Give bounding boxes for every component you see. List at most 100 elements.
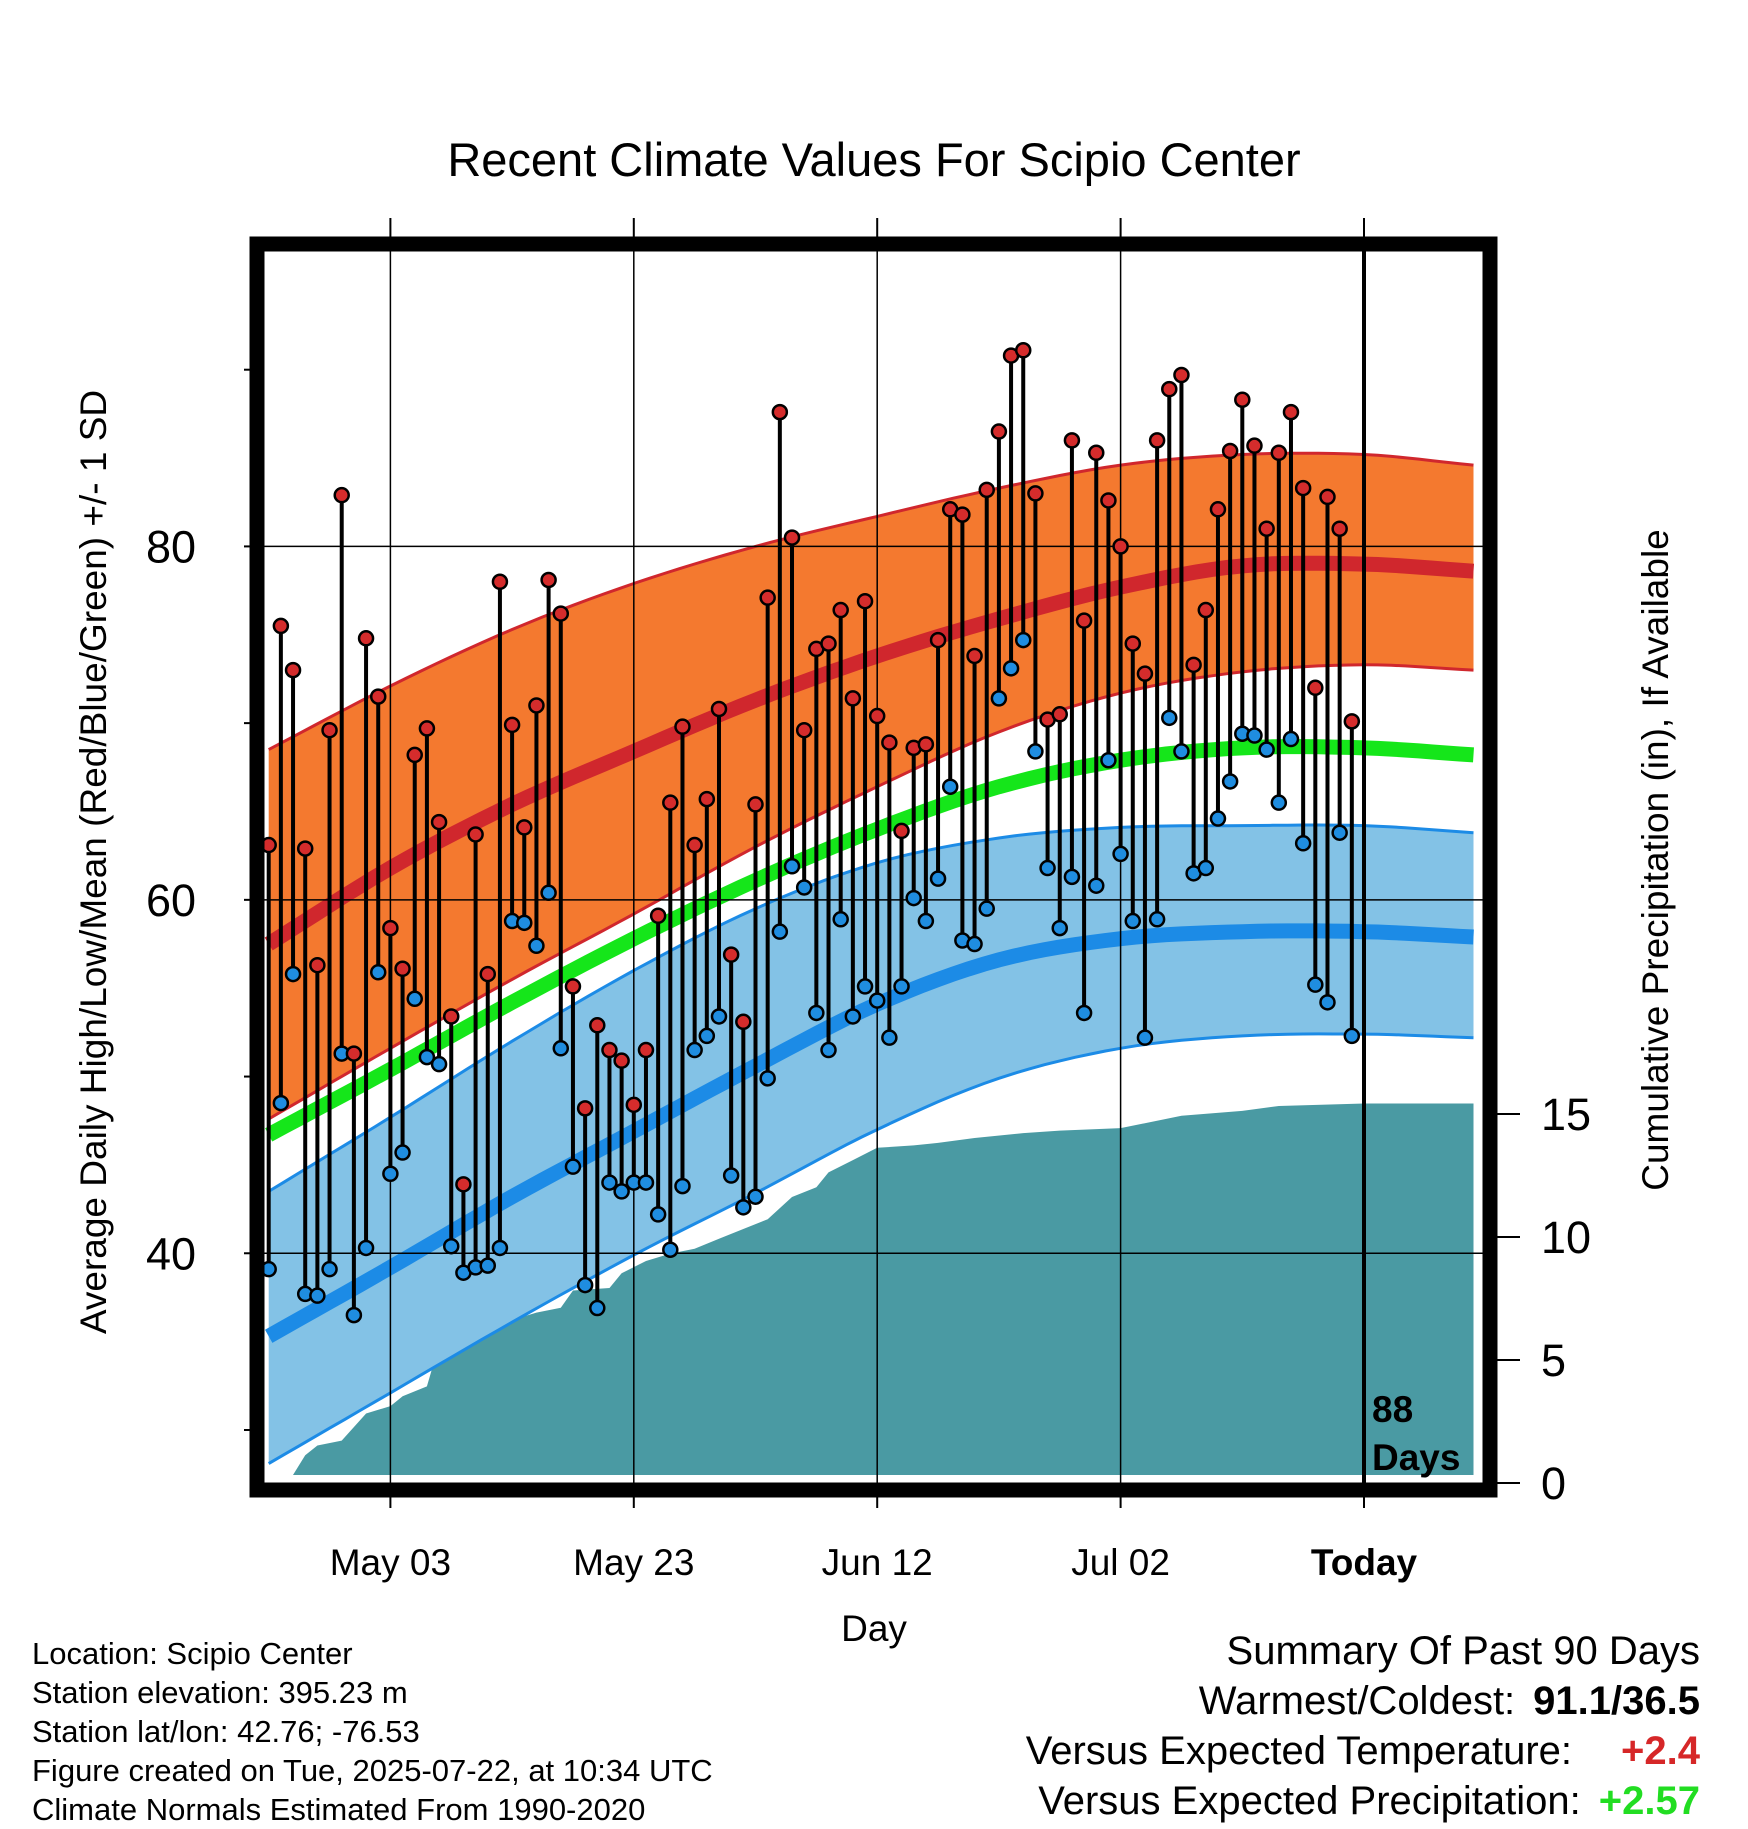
daily-low-point [978,900,995,917]
daily-low-point [1088,877,1105,894]
temp-anomaly-row: Versus Expected Temperature: +2.4 [1026,1726,1700,1776]
low-sd-band [268,825,1474,1464]
daily-high-point [954,506,971,523]
daily-low-point [540,884,557,902]
daily-low-point [369,964,387,981]
daily-low-point [1173,743,1190,760]
x-tick-label: Jun 12 [822,1542,933,1583]
daily-low-point [264,1260,277,1278]
daily-high-point [528,697,545,714]
daily-low-point [1063,868,1081,886]
axes: 88 Days 40 60 80 0 5 10 15 May 03 May 23 Jun 12 Jul … [146,218,1591,1583]
daily-high-point [284,661,302,679]
daily-high-point [625,1096,643,1114]
daily-high-point [272,617,290,635]
daily-low-point [1002,660,1020,677]
warmest-coldest-label: Warmest/Coldest: [1198,1679,1516,1723]
daily-high-point [929,631,947,649]
daily-low-point [844,1008,862,1025]
daily-high-point [369,688,387,705]
daily-high-point [868,707,886,725]
daily-high-point [1282,403,1300,421]
daily-low-point [966,935,983,953]
precip-area [293,1103,1474,1475]
daily-high-point [1136,665,1154,682]
days-count-label: 88 [1372,1389,1413,1430]
daily-low-point [1014,631,1032,649]
daily-low-point [832,911,849,928]
daily-high-point [357,630,375,647]
y2-tick-label: 5 [1541,1335,1566,1386]
daily-low-point [674,1177,691,1195]
daily-high-point [589,1017,606,1034]
y2-tick-label: 10 [1541,1212,1591,1263]
daily-low-point [284,965,302,983]
daily-low-point [649,1206,667,1223]
daily-high-point [966,647,983,665]
daily-high-point [576,1100,594,1117]
daily-high-point [1100,492,1117,509]
daily-high-point [747,796,764,813]
daily-low-point [856,978,874,995]
daily-low-point [1075,1004,1093,1022]
daily-low-point [990,690,1008,707]
daily-high-point [1246,437,1263,454]
warmest-coldest-value: 91.1/36.5 [1533,1679,1700,1723]
daily-high-point [1221,442,1239,460]
x-tick-label: Jul 02 [1071,1542,1170,1583]
high-sd-band [268,453,1474,1119]
daily-high-point [1173,366,1190,384]
summary-panel: Summary Of Past 90 Days Warmest/Coldest:… [1026,1626,1700,1826]
daily-low-point [1319,994,1336,1011]
daily-high-point [978,481,995,499]
temp-anomaly-label: Versus Expected Temperature: [1025,1729,1572,1773]
daily-high-point [1014,342,1032,359]
daily-high-point [613,1052,630,1069]
daily-high-point [735,1013,752,1031]
daily-low-point [808,1004,825,1022]
daily-low-point [686,1041,703,1059]
daily-high-point [443,1008,460,1025]
daily-high-point [1051,706,1068,723]
daily-low-point [479,1257,497,1274]
daily-high-point [1343,713,1361,730]
daily-high-point [1209,501,1227,518]
daily-low-point [382,1165,399,1182]
summary-heading: Summary Of Past 90 Days [1226,1629,1700,1673]
precip-anomaly-row: Versus Expected Precipitation: +2.57 [1026,1776,1700,1826]
daily-high-point [832,601,849,619]
elevation-text: Station elevation: 395.23 m [32,1675,408,1710]
y2-axis-label: Cumulative Precipitation (in), If Availa… [1635,529,1676,1191]
daily-high-point [479,965,497,983]
daily-low-point [1136,1029,1154,1046]
daily-low-point [771,923,789,940]
daily-low-point [418,1048,436,1066]
daily-high-point [333,486,350,504]
daily-low-point [759,1070,776,1087]
daily-high-point [1075,612,1093,629]
daily-high-point [382,919,399,937]
daily-low-point [1331,824,1348,841]
daily-high-point [1197,601,1215,619]
daily-high-point [722,946,740,963]
daily-low-point [321,1260,338,1278]
daily-low-point [516,914,533,932]
daily-low-point [272,1094,290,1112]
daily-low-point [637,1174,655,1191]
y-axis-label: Average Daily High/Low/Mean (Red/Blue/Gr… [73,390,114,1334]
daily-high-point [1088,444,1105,462]
daily-high-point [1331,520,1348,537]
daily-low-point [589,1299,606,1317]
daily-low-point [430,1055,448,1073]
daily-high-point [345,1045,363,1062]
daily-low-point [491,1239,509,1257]
daily-high-point [856,592,874,610]
daily-low-point [1294,835,1312,852]
daily-low-point [1258,741,1275,758]
y-tick-label: 80 [146,521,196,572]
daily-high-point [1112,538,1129,555]
daily-high-point [321,721,338,739]
daily-low-point [881,1029,898,1046]
daily-high-point [491,573,509,591]
